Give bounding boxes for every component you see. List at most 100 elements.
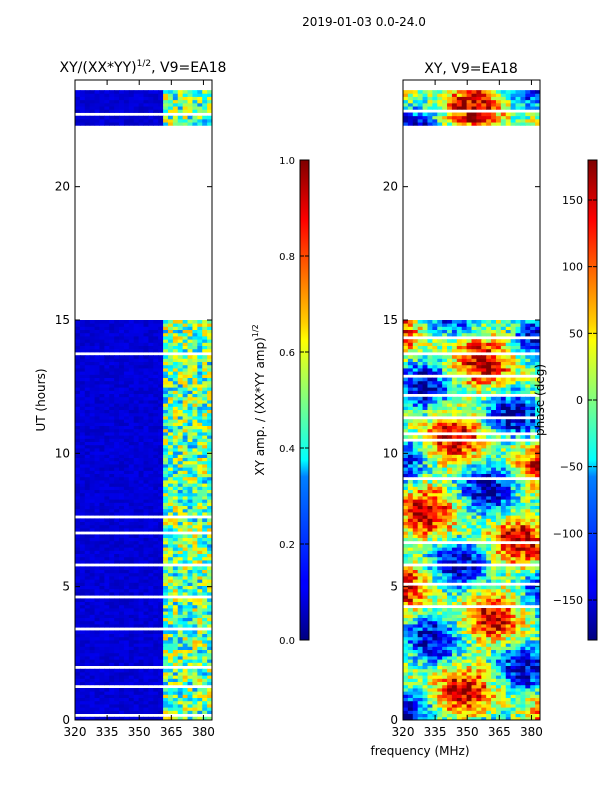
heatmap-cell [128, 547, 135, 551]
heatmap-cell [466, 672, 473, 676]
heatmap-cell [177, 643, 184, 647]
heatmap-cell [476, 595, 482, 599]
heatmap-cell [133, 348, 140, 353]
heatmap-cell [133, 486, 140, 490]
heatmap-cell [207, 326, 212, 330]
heatmap-cell [505, 649, 512, 654]
heatmap-cell [89, 320, 96, 324]
heatmap-cell [84, 416, 91, 420]
heatmap-cell [197, 476, 203, 481]
heatmap-cell [182, 700, 189, 705]
heatmap-cell [197, 649, 203, 654]
heatmap-cell [192, 377, 198, 382]
heatmap-cell [187, 387, 194, 391]
heatmap-cell [417, 579, 424, 583]
heatmap-cell [143, 115, 149, 120]
y-tick-label: 20 [55, 180, 70, 194]
heatmap-cell [167, 502, 174, 506]
heatmap-cell [466, 646, 473, 650]
heatmap-cell [471, 694, 477, 698]
heatmap-cell [432, 665, 438, 670]
heatmap-cell [535, 588, 540, 593]
heatmap-cell [158, 697, 164, 702]
heatmap-cell [187, 499, 194, 503]
heatmap-cell [505, 659, 512, 663]
heatmap-cell [510, 550, 517, 554]
heatmap-cell [172, 435, 179, 439]
heatmap-cell [123, 460, 130, 465]
heatmap-cell [207, 560, 212, 564]
heatmap-cell [427, 678, 433, 682]
heatmap-cell [75, 624, 81, 628]
heatmap-cell [491, 624, 497, 628]
heatmap-cell [153, 579, 159, 583]
heatmap-cell [167, 451, 174, 455]
heatmap-cell [123, 643, 130, 647]
heatmap-cell [202, 620, 208, 625]
heatmap-cell [99, 716, 105, 720]
heatmap-cell [442, 576, 448, 580]
heatmap-cell [133, 393, 140, 398]
heatmap-cell [515, 588, 522, 593]
heatmap-cell [94, 659, 101, 663]
heatmap-cell [133, 122, 140, 126]
heatmap-cell [481, 550, 487, 554]
heatmap-cell [407, 659, 414, 663]
heatmap-cell [99, 323, 105, 327]
heatmap-cell [163, 598, 169, 602]
heatmap-cell [119, 326, 125, 330]
heatmap-cell [207, 419, 212, 423]
heatmap-cell [442, 560, 448, 564]
heatmap-cell [79, 93, 86, 97]
heatmap-cell [84, 460, 91, 465]
heatmap-cell [182, 534, 189, 538]
heatmap-cell [456, 569, 463, 574]
heatmap-cell [510, 633, 517, 638]
heatmap-cell [461, 588, 468, 593]
heatmap-cell [153, 675, 159, 679]
heatmap-cell [75, 348, 81, 353]
heatmap-cell [84, 396, 91, 401]
heatmap-cell [143, 473, 149, 478]
x-tick-label: 350 [128, 725, 151, 739]
heatmap-cell [466, 579, 473, 583]
heatmap-cell [79, 473, 86, 478]
heatmap-cell [158, 355, 164, 359]
heatmap-cell [412, 614, 419, 618]
heatmap-cell [471, 630, 477, 634]
heatmap-cell [197, 576, 203, 580]
heatmap-cell [197, 611, 203, 615]
heatmap-cell [202, 380, 208, 385]
heatmap-cell [143, 659, 149, 663]
heatmap-cell [177, 496, 184, 500]
heatmap-cell [192, 109, 198, 113]
heatmap-cell [500, 675, 507, 679]
heatmap-cell [104, 550, 110, 554]
heatmap-cell [172, 601, 179, 606]
heatmap-cell [167, 588, 174, 593]
heatmap-cell [79, 630, 86, 634]
heatmap-cell [486, 550, 492, 554]
heatmap-cell [535, 672, 540, 676]
heatmap-cell [407, 556, 414, 561]
heatmap-cell [197, 592, 203, 596]
heatmap-cell [461, 643, 468, 647]
heatmap-cell [163, 716, 169, 720]
heatmap-cell [138, 393, 145, 398]
heatmap-cell [163, 601, 169, 606]
heatmap-cell [133, 608, 140, 612]
heatmap-cell [172, 688, 179, 692]
heatmap-cell [202, 416, 208, 420]
heatmap-cell [99, 652, 105, 657]
heatmap-cell [167, 518, 174, 522]
heatmap-cell [510, 649, 517, 654]
heatmap-cell [104, 691, 110, 695]
heatmap-cell [187, 393, 194, 398]
heatmap-cell [172, 592, 179, 596]
heatmap-cell [94, 109, 101, 113]
heatmap-cell [505, 572, 512, 577]
heatmap-cell [133, 604, 140, 609]
heatmap-cell [172, 361, 179, 366]
heatmap-cell [192, 624, 198, 628]
heatmap-cell [99, 688, 105, 692]
